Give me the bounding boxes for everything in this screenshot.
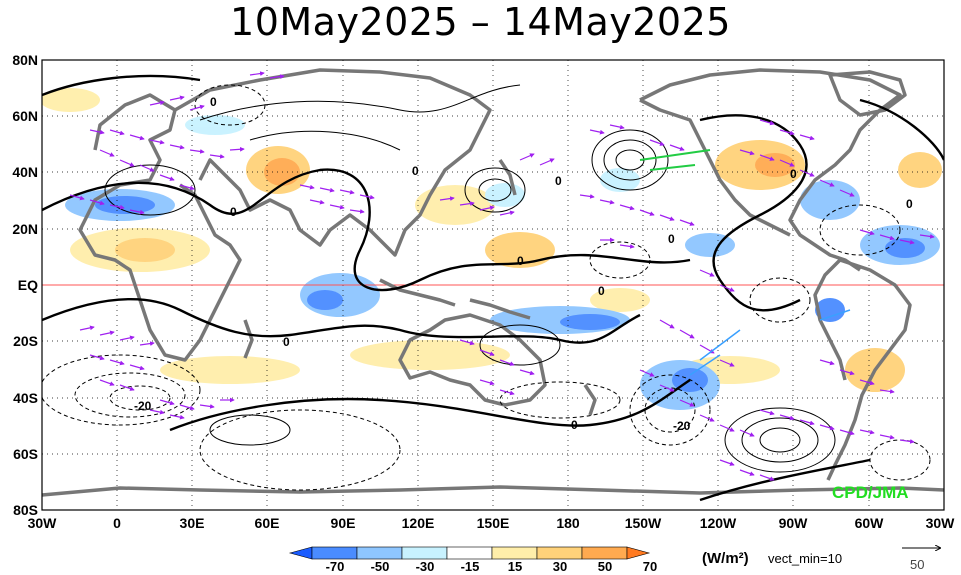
lon-label: 30W — [926, 515, 956, 531]
lat-label-60n: 60N — [12, 108, 38, 124]
contour-label: 0 — [555, 174, 562, 188]
reference-vector-label: 50 — [910, 557, 924, 572]
contour-label: 0 — [906, 197, 913, 211]
colorbar-segment — [491, 546, 538, 560]
contour-label: -20 — [673, 419, 691, 433]
flux-vectors — [69, 71, 935, 481]
colorbar-tick-labels: -70 -50 -30 -15 15 30 50 70 — [326, 559, 658, 574]
lon-label: 90E — [331, 515, 356, 531]
lat-label-20s: 20S — [13, 333, 38, 349]
colorbar-tick-label: 30 — [553, 559, 567, 574]
contour-label: 0 — [668, 232, 675, 246]
colorbar-tick-label: 15 — [508, 559, 522, 574]
lon-label: 150E — [477, 515, 510, 531]
colorbar-tick-label: 70 — [643, 559, 657, 574]
contour-label: 0 — [571, 418, 578, 432]
lon-label: 30W — [28, 515, 58, 531]
lon-label: 60E — [255, 515, 280, 531]
colorbar-tick-label: -70 — [326, 559, 345, 574]
lat-label-60s: 60S — [13, 446, 38, 462]
lon-label: 90W — [779, 515, 809, 531]
colorbar — [288, 546, 651, 560]
contour-labels: 0 0 0 0 0 0 0 0 0 0 0 -20 -20 — [134, 95, 913, 433]
lon-label: 30E — [180, 515, 205, 531]
contour-label: 0 — [210, 95, 217, 109]
anomaly-shading — [42, 88, 942, 410]
vector-min-note: vect_min=10 — [768, 551, 842, 566]
latitude-labels: 80N 60N 40N 20N EQ 20S 40S 60S 80S — [12, 52, 38, 518]
lat-label-80s: 80S — [13, 502, 38, 518]
lon-label: 150W — [625, 515, 662, 531]
colorbar-max-arrow — [626, 546, 651, 560]
lon-label: 120E — [402, 515, 435, 531]
map-frame — [41, 59, 945, 511]
colorbar-segment — [356, 546, 403, 560]
lon-label: 180 — [556, 515, 580, 531]
lon-label: 60W — [855, 515, 885, 531]
colorbar-segment — [536, 546, 583, 560]
colorbar-min-arrow — [288, 546, 313, 560]
longitude-labels: 30W 0 30E 60E 90E 120E 150E 180 150W 120… — [28, 515, 956, 531]
contour-label: 0 — [790, 167, 797, 181]
colorbar-segment — [581, 546, 628, 560]
colorbar-segment — [446, 546, 493, 560]
lat-label-eq: EQ — [18, 277, 38, 293]
colorbar-segment — [311, 546, 358, 560]
contour-label: 0 — [412, 164, 419, 178]
colorbar-tick-label: 50 — [598, 559, 612, 574]
colorbar-tick-label: -50 — [371, 559, 390, 574]
map-layers: 0 0 0 0 0 0 0 0 0 0 0 -20 -20 — [42, 60, 944, 510]
contours — [42, 74, 944, 502]
lat-label-40n: 40N — [12, 164, 38, 180]
lat-label-20n: 20N — [12, 221, 38, 237]
lon-label: 120W — [700, 515, 737, 531]
colorbar-tick-label: -30 — [416, 559, 435, 574]
chart-title: 10May2025 – 14May2025 — [230, 0, 731, 44]
contour-label: 0 — [283, 335, 290, 349]
credit-label: CPD/JMA — [832, 483, 909, 502]
lat-label-80n: 80N — [12, 52, 38, 68]
colorbar-segment — [401, 546, 448, 560]
contour-label: 0 — [598, 284, 605, 298]
lat-label-40s: 40S — [13, 390, 38, 406]
strong-flux-vectors — [639, 149, 711, 171]
contour-label: -20 — [134, 399, 152, 413]
colorbar-unit: (W/m²) — [702, 550, 749, 567]
strong-flux-vectors-blue — [689, 309, 851, 376]
contour-label: 0 — [230, 205, 237, 219]
colorbar-tick-label: -15 — [461, 559, 480, 574]
contour-label: 0 — [517, 254, 524, 268]
lon-label: 0 — [113, 515, 121, 531]
